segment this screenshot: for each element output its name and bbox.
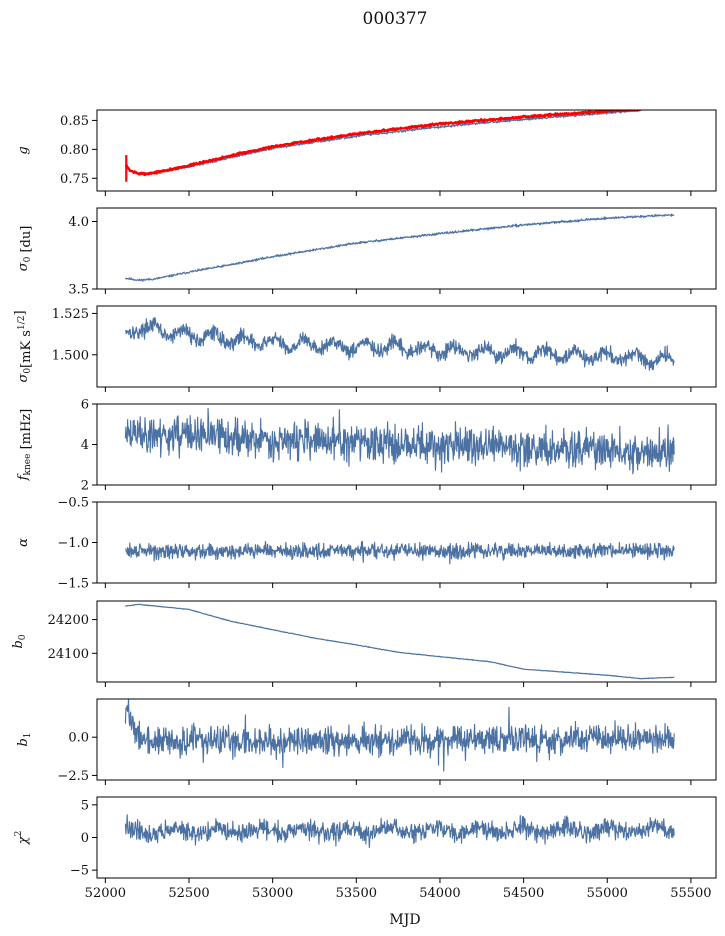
y-tick-label: 2 (81, 479, 89, 494)
y-axis-label: b0 (11, 634, 28, 648)
series-line (125, 110, 642, 176)
y-axis-label: σ0 [du] (16, 226, 34, 272)
y-tick-label: 0 (81, 831, 89, 846)
y-tick-label: 0.0 (68, 731, 89, 746)
axes-frame (96, 600, 717, 683)
y-tick-label: −0.5 (57, 496, 89, 511)
y-axis-label: χ2 (14, 831, 31, 846)
y-tick-label: −1.0 (57, 536, 89, 551)
series-line (124, 814, 675, 849)
series-line (124, 699, 675, 772)
series-line (124, 407, 675, 475)
y-tick-label: 5 (81, 798, 89, 813)
x-tick-label: 53000 (252, 886, 293, 901)
figure-title: 000377 (363, 9, 428, 29)
y-tick-label: −2.5 (57, 769, 89, 784)
subplot-2: 3.5 4.0 σ0 [du] (16, 207, 717, 298)
y-tick-label: 0.80 (60, 143, 89, 158)
y-tick-label: 24100 (48, 647, 89, 662)
y-tick-label: 6 (81, 398, 89, 413)
x-tick-label: 55000 (587, 886, 628, 901)
axes-frame (96, 109, 717, 192)
axes-frame (96, 698, 717, 781)
y-axis-label: g (16, 146, 31, 154)
subplot-1: 0.75 0.80 0.85 g (16, 109, 717, 196)
x-tick-label: 52500 (168, 886, 209, 901)
subplot-4: 2 4 6 fknee [mHz] (16, 398, 717, 494)
x-tick-label: 55500 (670, 886, 711, 901)
axes-frame (96, 501, 717, 584)
subplot-5: −1.5 −1.0 −0.5 α (16, 496, 717, 592)
subplot-6: 24100 24200 b0 (11, 600, 717, 687)
y-axis-label: α (16, 538, 31, 547)
x-tick-label: 52000 (85, 886, 126, 901)
y-tick-label: 0.85 (60, 114, 89, 129)
y-tick-label: 4.0 (68, 215, 89, 230)
subplot-8: 52000 52500 53000 53500 54000 54500 55000 55500… (14, 796, 717, 901)
series-line (125, 603, 675, 680)
series-line (124, 110, 642, 177)
y-tick-label: 3.5 (68, 283, 89, 298)
y-tick-label: 24200 (48, 613, 89, 628)
x-tick-label: 54000 (419, 886, 460, 901)
y-tick-label: 1.525 (52, 307, 89, 322)
y-axis-label: b1 (16, 732, 33, 746)
axes-frame (96, 207, 717, 290)
y-tick-label: 0.75 (60, 172, 89, 187)
subplot-7: −2.5 0.0 b1 (16, 698, 717, 785)
y-axis-label: σ0[mK s1/2] (13, 310, 34, 382)
y-tick-label: 4 (81, 438, 89, 453)
y-axis-label: fknee [mHz] (16, 409, 34, 482)
axes-frame (96, 305, 717, 388)
y-tick-label: −1.5 (57, 577, 89, 592)
subplot-stack: 0.75 0.80 0.85 g 3.5 4.0 σ0 [du] 1.500 1.525 σ0[m… (11, 109, 717, 901)
subplot-3: 1.500 1.525 σ0[mK s1/2] (13, 305, 717, 392)
x-tick-label: 54500 (503, 886, 544, 901)
x-axis-label: MJD (389, 912, 420, 928)
series-line (125, 540, 675, 565)
y-tick-label: 1.500 (52, 348, 89, 363)
series-line (124, 317, 675, 371)
series-line (124, 213, 675, 282)
y-tick-label: −5 (70, 864, 89, 879)
x-tick-label: 53500 (336, 886, 377, 901)
